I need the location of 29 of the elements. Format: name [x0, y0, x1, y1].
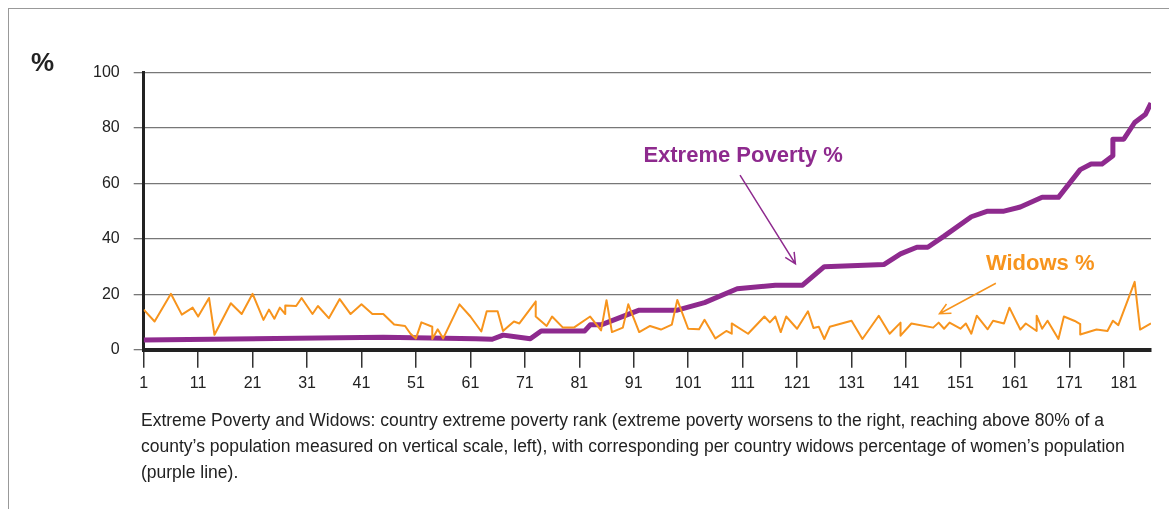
x-tick-label: 171 [1055, 373, 1083, 391]
y-tick-label: 40 [101, 229, 120, 247]
x-tick-label: 121 [783, 373, 811, 391]
y-tick-label: 0 [110, 340, 120, 358]
x-tick-label: 71 [515, 373, 534, 391]
x-tick-label: 141 [892, 373, 920, 391]
y-tick-label: 60 [101, 173, 120, 191]
x-tick-label: 11 [189, 373, 207, 391]
y-tick-label: 100 [92, 63, 120, 81]
y-tick-label: 80 [101, 118, 120, 136]
x-tick-label: 111 [730, 373, 755, 391]
x-tick-label: 1 [139, 373, 149, 391]
x-tick-label: 31 [298, 373, 317, 391]
x-tick-label: 101 [674, 373, 702, 391]
series-label: Widows % [985, 249, 1095, 275]
text: Extreme Poverty % [643, 141, 843, 167]
x-tick-label: 181 [1110, 373, 1138, 391]
x-tick-label: 161 [1001, 373, 1029, 391]
x-tick-label: 41 [352, 373, 371, 391]
x-tick-label: 61 [461, 373, 480, 391]
x-tick-label: 21 [243, 373, 262, 391]
text: Extreme Poverty and Widows: country extreme poverty rank (extreme poverty worsens to the right, reaching above 80% of a county’s population measured on vertical scale, left), with corresponding per country widows percentage of women’s population (purple line). [141, 409, 1126, 484]
x-tick-label: 151 [947, 373, 974, 391]
x-tick-label: 51 [407, 373, 425, 391]
x-tick-label: 91 [624, 373, 643, 391]
x-tick-label: 131 [838, 373, 865, 391]
x-tick-label: 81 [570, 373, 589, 391]
y-tick-label: 20 [101, 284, 120, 302]
y-axis-title: % [31, 47, 55, 78]
